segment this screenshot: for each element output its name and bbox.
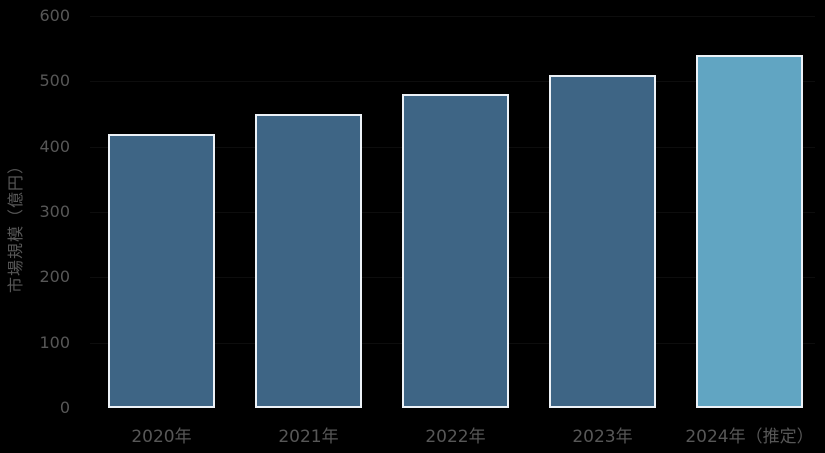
y-tick-label-400: 400 <box>39 136 70 156</box>
y-tick-label-0: 0 <box>59 398 70 417</box>
bar-2024年（推定） <box>696 55 803 408</box>
x-tick-label-2021年: 2021年 <box>278 427 339 447</box>
gridline-500 <box>90 81 815 83</box>
bar-2021年 <box>255 114 362 408</box>
y-tick-label-300: 300 <box>39 202 70 221</box>
x-tick-label-2024年（推定）: 2024年（推定） <box>685 427 814 447</box>
y-tick-label-100: 100 <box>39 332 70 352</box>
y-tick-label-500: 500 <box>39 71 70 91</box>
x-tick-label-2020年: 2020年 <box>131 427 192 447</box>
y-tick-label-600: 600 <box>39 6 70 25</box>
bar-2022年 <box>402 94 509 408</box>
x-tick-label-2023年: 2023年 <box>572 427 633 447</box>
bar-2020年 <box>108 133 215 408</box>
bar-2023年 <box>549 74 656 408</box>
gridline-600 <box>90 16 815 17</box>
y-tick-label-200: 200 <box>39 267 70 287</box>
x-tick-label-2022年: 2022年 <box>425 427 486 447</box>
